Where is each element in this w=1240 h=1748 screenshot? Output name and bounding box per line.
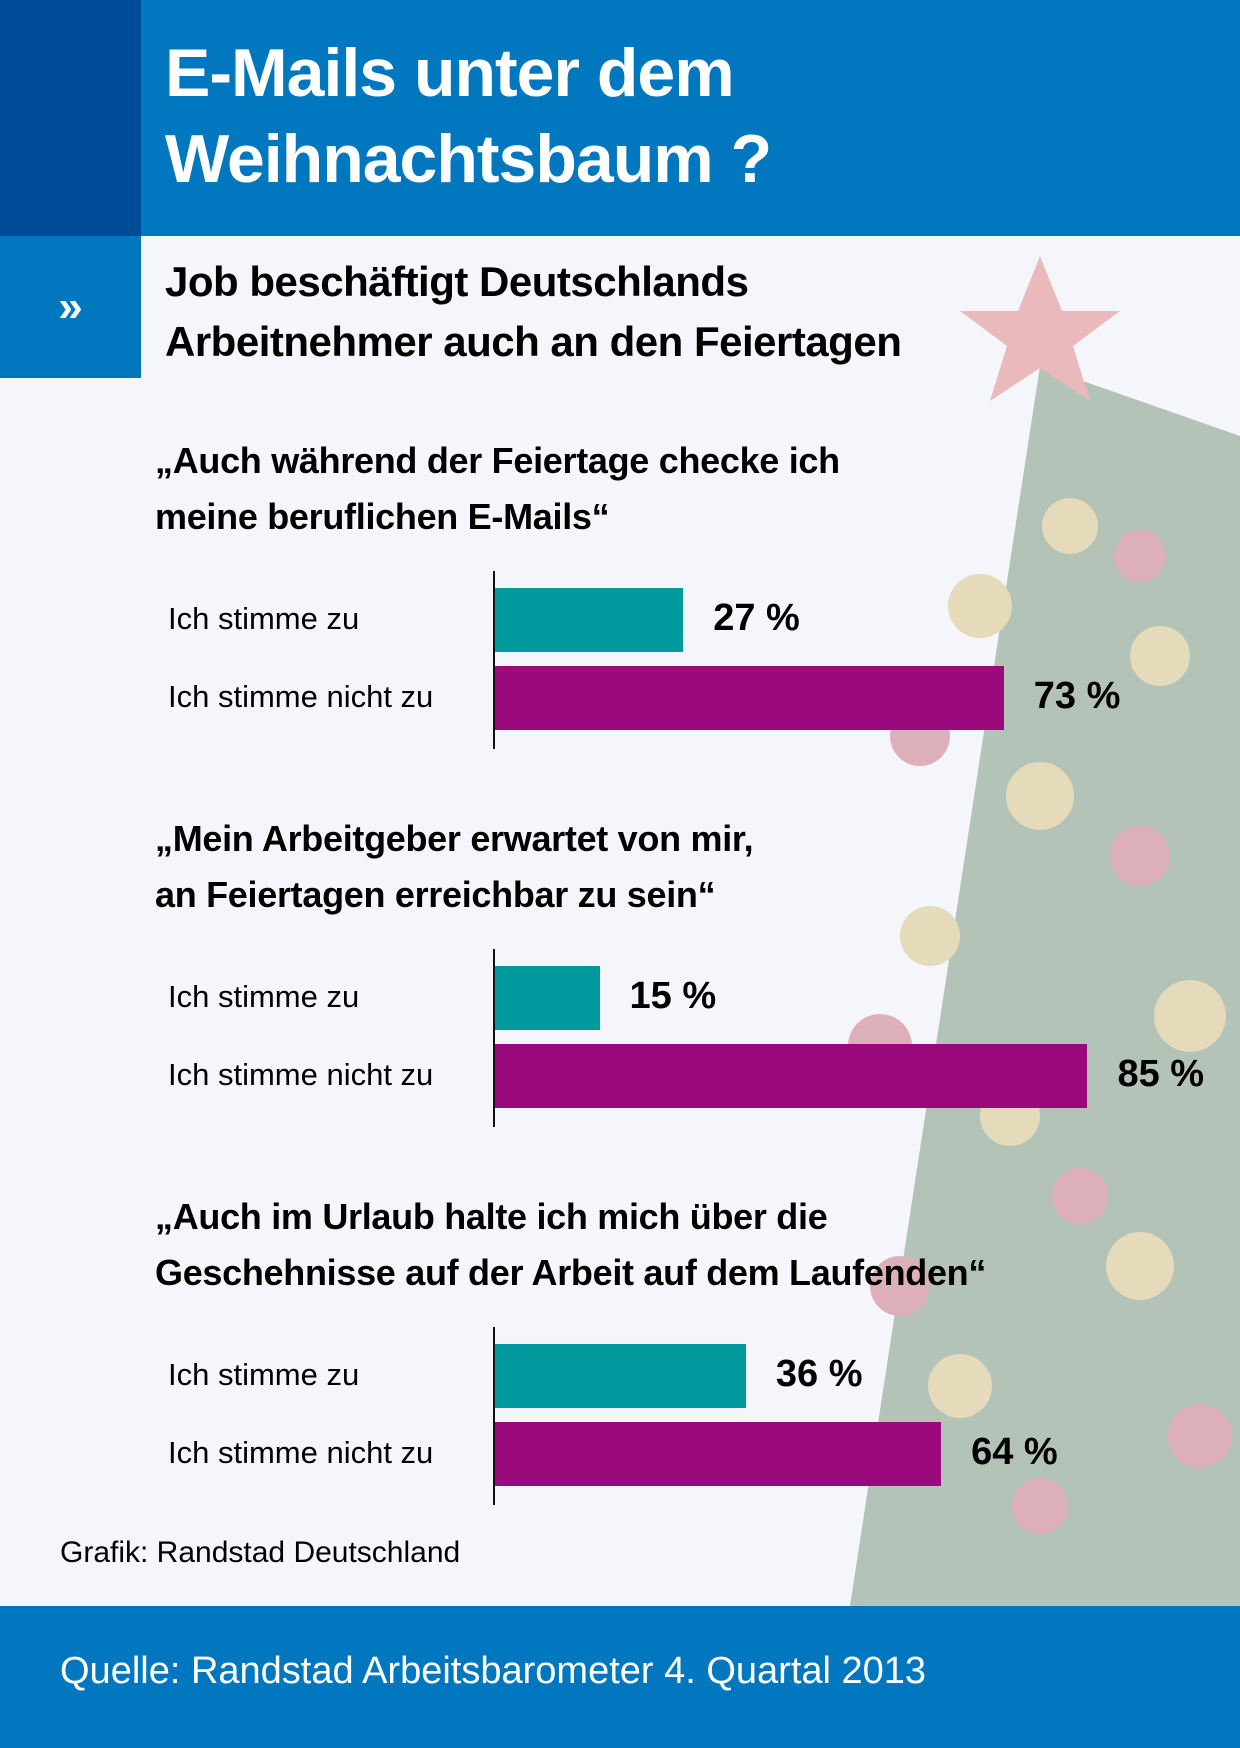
subtitle-line-1: Job beschäftigt Deutschlands	[165, 258, 749, 305]
value-label: 27 %	[713, 597, 800, 639]
bar-agree	[495, 588, 684, 652]
category-label: Ich stimme zu	[168, 601, 360, 636]
value-label: 73 %	[1033, 675, 1121, 717]
value-label: 64 %	[971, 1431, 1058, 1473]
question-line-2: an Feiertagen erreichbar zu sein“	[155, 874, 716, 915]
question-line-1: „Auch im Urlaub halte ich mich über die	[155, 1196, 828, 1237]
axis-line	[493, 949, 495, 1127]
category-label: Ich stimme nicht zu	[168, 1057, 434, 1092]
axis-line	[493, 571, 495, 749]
category-label: Ich stimme zu	[168, 1357, 360, 1392]
header-accent-block	[0, 0, 141, 236]
bar-agree	[495, 966, 600, 1030]
category-label: Ich stimme zu	[168, 979, 360, 1014]
footer-banner	[0, 1606, 1240, 1748]
value-label: 15 %	[629, 975, 717, 1017]
question-line-2: meine beruflichen E-Mails“	[155, 496, 610, 537]
title-line-1: E-Mails unter dem	[165, 35, 735, 111]
question-line-1: „Auch während der Feiertage checke ich	[155, 440, 840, 481]
header-banner	[0, 0, 1240, 236]
question-line-2: Geschehnisse auf der Arbeit auf dem Lauf…	[155, 1252, 987, 1293]
value-label: 85 %	[1117, 1053, 1205, 1095]
value-label: 36 %	[775, 1353, 863, 1395]
axis-line	[493, 1327, 495, 1505]
christmas-tree-background	[848, 256, 1240, 1606]
graphic-credit: Grafik: Randstad Deutschland	[60, 1536, 461, 1569]
title-line-2: Weihnachtsbaum ?	[165, 121, 772, 197]
bar-disagree	[495, 666, 1004, 730]
bar-disagree	[495, 1422, 942, 1486]
question-line-1: „Mein Arbeitgeber erwartet von mir,	[155, 818, 754, 859]
double-chevron-icon: »	[0, 236, 141, 378]
category-label: Ich stimme nicht zu	[168, 679, 434, 714]
category-label: Ich stimme nicht zu	[168, 1435, 434, 1470]
subtitle-line-2: Arbeitnehmer auch an den Feiertagen	[165, 318, 902, 365]
bar-agree	[495, 1344, 746, 1408]
source-text: Quelle: Randstad Arbeitsbarometer 4. Qua…	[60, 1650, 927, 1692]
bar-disagree	[495, 1044, 1088, 1108]
